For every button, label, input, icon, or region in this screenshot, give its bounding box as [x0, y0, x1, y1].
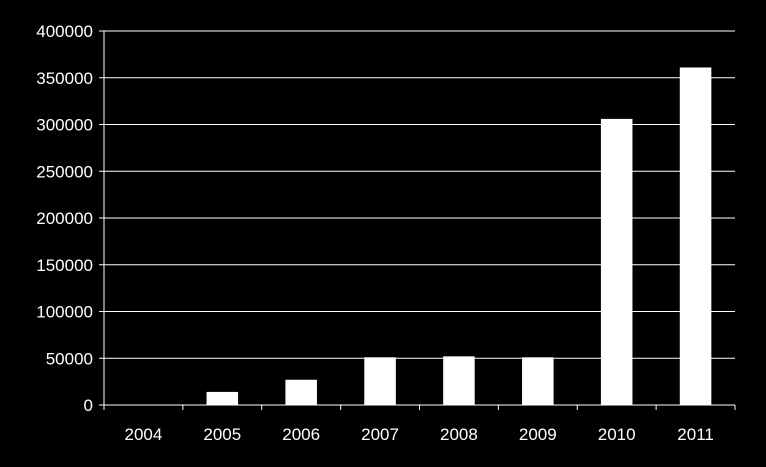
x-tick-label: 2011	[677, 425, 714, 444]
x-tick-label: 2005	[203, 425, 241, 444]
x-tick-label: 2006	[282, 425, 320, 444]
y-tick-label: 0	[84, 396, 93, 415]
y-tick-label: 350000	[36, 69, 93, 88]
bar-2010	[600, 118, 633, 405]
y-tick-label: 50000	[46, 349, 93, 368]
bar-2011	[679, 67, 712, 405]
x-tick-label: 2010	[598, 425, 636, 444]
gridlines	[104, 30, 735, 359]
bar-2005	[206, 391, 239, 405]
x-axis-tick-labels: 2004 2005 2006 2007 2008 2009 2010 2011	[125, 425, 714, 444]
bar-2006	[285, 379, 317, 405]
y-tick-label: 400000	[36, 22, 93, 41]
x-tick-label: 2009	[519, 425, 557, 444]
y-tick-label: 200000	[36, 209, 93, 228]
x-tick-label: 2004	[125, 425, 163, 444]
bar-2008	[443, 356, 475, 405]
axes	[99, 30, 736, 410]
y-axis-tick-labels: 0 50000 100000 150000 200000 250000 300000 3500…	[36, 22, 93, 415]
bar-2007	[364, 357, 396, 405]
x-tick-label: 2008	[440, 425, 478, 444]
y-tick-label: 300000	[36, 116, 93, 135]
y-tick-label: 150000	[36, 256, 93, 275]
y-tick-label: 100000	[36, 303, 93, 322]
bar-2009	[522, 357, 554, 405]
y-tick-label: 250000	[36, 162, 93, 181]
bars	[206, 67, 712, 405]
x-tick-label: 2007	[361, 425, 399, 444]
